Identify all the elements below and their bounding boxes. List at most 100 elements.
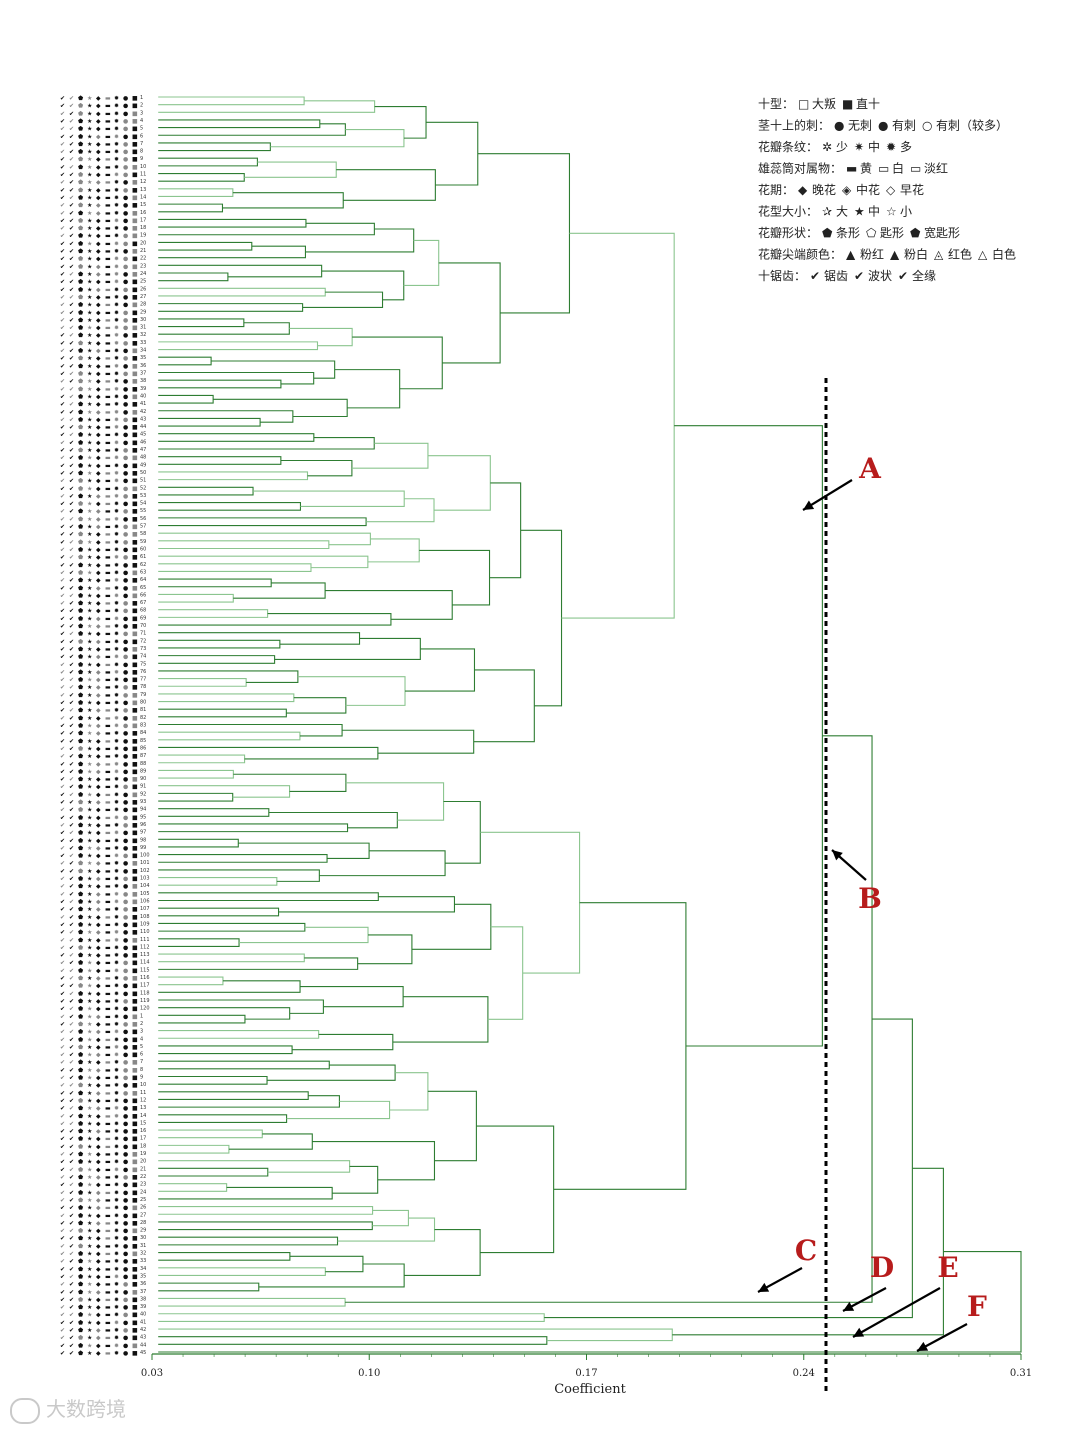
leaf-marker: ★ (87, 424, 92, 431)
leaf-marker: ✹ (114, 1097, 119, 1104)
leaf-marker: ✹ (114, 126, 119, 133)
leaf-marker: ◆ (96, 1113, 101, 1120)
leaf-marker: ✹ (114, 302, 119, 309)
leaf-marker: ● (123, 126, 128, 133)
leaf-label: 14 (140, 194, 146, 200)
leaf-marker: ◆ (96, 256, 101, 263)
leaf-marker: ● (123, 294, 128, 301)
leaf-marker: ✔ (69, 439, 74, 446)
dendrogram-branch (158, 746, 379, 760)
dendrogram-branch (158, 417, 261, 427)
leaf-marker: ■ (132, 485, 138, 492)
leaf-marker: ◆ (96, 325, 101, 332)
leaf-label: 79 (140, 692, 146, 698)
leaf-marker: ■ (132, 286, 138, 293)
leaf-marker: ✔ (60, 202, 65, 209)
leaf-marker: ● (123, 1312, 128, 1319)
leaf-marker: ✔ (60, 776, 65, 783)
leaf-label: 18 (140, 1143, 146, 1149)
leaf-marker: ◆ (96, 608, 101, 615)
leaf-marker: ■ (132, 631, 138, 638)
leaf-marker: ▬ (105, 983, 111, 990)
leaf-marker: ■ (132, 340, 138, 347)
leaf-marker: ✔ (60, 1113, 65, 1120)
leaf-marker: ▬ (105, 860, 111, 867)
leaf-marker: ✹ (114, 1342, 119, 1349)
leaf-marker: ● (123, 210, 128, 217)
leaf-marker: ✹ (114, 554, 119, 561)
leaf-marker: ✔ (69, 1289, 74, 1296)
leaf-marker: ■ (132, 1296, 138, 1303)
leaf-label: 114 (140, 960, 150, 966)
leaf-marker: ● (123, 118, 128, 125)
leaf-label: 21 (140, 1166, 146, 1172)
leaf-label: 9 (140, 1075, 143, 1081)
leaf-marker: ⬟ (78, 279, 84, 286)
leaf-marker: ✹ (114, 1266, 119, 1273)
leaf-marker: ★ (87, 1113, 92, 1120)
leaf-marker: ▬ (105, 217, 111, 224)
leaf-marker: ▬ (105, 707, 111, 714)
leaf-label: 1 (140, 95, 143, 101)
leaf-marker: ✔ (69, 960, 74, 967)
leaf-label: 34 (140, 348, 146, 354)
leaf-marker: ◆ (96, 524, 101, 531)
leaf-marker: ★ (87, 233, 92, 240)
leaf-marker: ✔ (60, 378, 65, 385)
leaf-marker: ■ (132, 386, 138, 393)
leaf-marker: ✔ (69, 271, 74, 278)
leaf-marker: ✹ (114, 317, 119, 324)
leaf-marker: ◆ (96, 409, 101, 416)
leaf-marker: ★ (87, 309, 92, 316)
leaf-marker: ■ (132, 1258, 138, 1265)
leaf-marker: ★ (87, 1166, 92, 1173)
leaf-marker: ✔ (69, 814, 74, 821)
leaf-marker: ◆ (96, 141, 101, 148)
leaf-marker: ✔ (60, 1296, 65, 1303)
leaf-marker: ✹ (114, 1304, 119, 1311)
leaf-label-column: 1234567891011121314151617181920212223242… (140, 95, 150, 1356)
leaf-marker: ■ (132, 432, 138, 439)
leaf-marker: ✹ (114, 768, 119, 775)
leaf-label: 45 (140, 432, 146, 438)
dendrogram-branch (158, 976, 224, 986)
leaf-marker: ⬟ (78, 1243, 84, 1250)
dendrogram-branch (158, 356, 212, 366)
leaf-marker: ● (123, 615, 128, 622)
leaf-marker: ● (123, 302, 128, 309)
leaf-marker: ● (123, 493, 128, 500)
leaf-marker: ● (123, 187, 128, 194)
leaf-marker: ■ (132, 684, 138, 691)
leaf-marker: ✹ (114, 1174, 119, 1181)
leaf-marker: ▬ (105, 906, 111, 913)
leaf-marker: ■ (132, 1189, 138, 1196)
dendrogram-branch (158, 1160, 351, 1173)
leaf-marker: ⬟ (78, 156, 84, 163)
x-tick-label: 0.17 (575, 1368, 597, 1379)
callout-label-f: F (967, 1290, 987, 1323)
leaf-marker: ■ (132, 723, 138, 730)
legend-marker-icon: ◬ (934, 248, 944, 262)
leaf-marker: ✔ (60, 1312, 65, 1319)
leaf-marker: ✹ (114, 761, 119, 768)
callout-label-e: E (937, 1251, 958, 1284)
leaf-marker: ■ (132, 256, 138, 263)
leaf-marker: ✹ (114, 906, 119, 913)
leaf-marker: ✹ (114, 1296, 119, 1303)
leaf-label: 29 (140, 309, 146, 315)
leaf-marker: ✔ (69, 279, 74, 286)
leaf-marker: ✹ (114, 646, 119, 653)
leaf-marker: ★ (87, 1243, 92, 1250)
leaf-marker: ⬟ (78, 600, 84, 607)
leaf-label: 11 (140, 172, 146, 178)
leaf-marker: ▬ (105, 256, 111, 263)
leaf-marker: ◆ (96, 853, 101, 860)
leaf-marker: ★ (87, 363, 92, 370)
dendrogram-branch (244, 161, 337, 178)
leaf-marker: ✔ (69, 286, 74, 293)
leaf-marker: ✔ (69, 302, 74, 309)
leaf-marker: ✔ (60, 493, 65, 500)
leaf-marker: ■ (132, 876, 138, 883)
dendrogram-branch (405, 648, 476, 692)
